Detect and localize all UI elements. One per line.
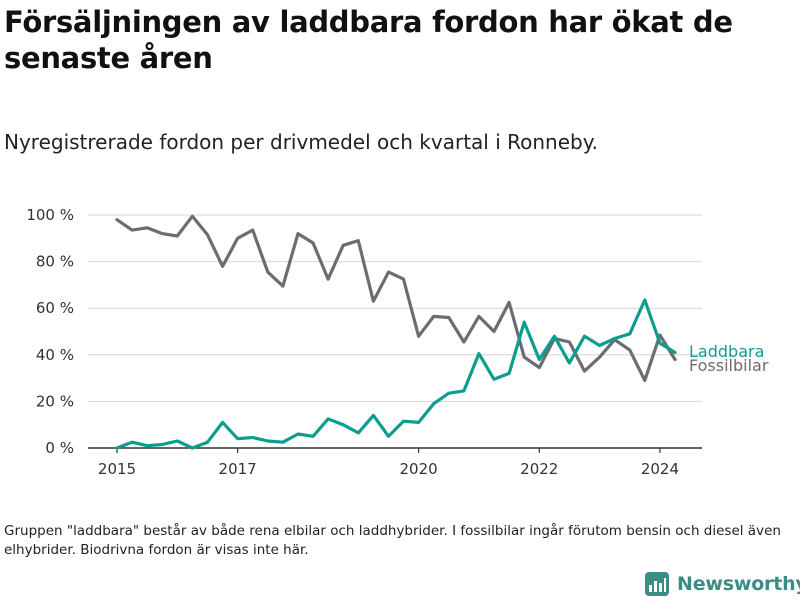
- y-tick-label: 80 %: [36, 253, 74, 271]
- x-tick-label: 2015: [98, 460, 136, 478]
- series-line-laddbara: [115, 298, 677, 450]
- series-label-laddbara: Laddbara: [689, 342, 764, 361]
- footnote: Gruppen "laddbara" består av både rena e…: [4, 523, 781, 558]
- y-tick-label: 60 %: [36, 299, 74, 317]
- gridlines: [88, 214, 702, 402]
- chart-subtitle: Nyregistrerade fordon per drivmedel och …: [4, 130, 599, 154]
- y-tick-label: 20 %: [36, 392, 74, 410]
- newsworthy-logo-icon: [645, 572, 669, 596]
- y-tick-label: 0 %: [45, 439, 74, 457]
- x-axis-ticks: 2015 2017 2020 2022 2024: [98, 448, 679, 478]
- line-chart: 0 % 20 % 40 % 60 % 80 % 100 % 2015 2017 2020 202…: [26, 206, 769, 478]
- y-axis-ticks: 0 % 20 % 40 % 60 % 80 % 100 %: [26, 206, 74, 457]
- y-tick-label: 40 %: [36, 346, 74, 364]
- x-tick-label: 2022: [520, 460, 558, 478]
- y-tick-label: 100 %: [26, 206, 74, 224]
- chart-title: Försäljningen av laddbara fordon har öka…: [4, 5, 733, 75]
- series-lines: [115, 214, 677, 450]
- brand-name: Newsworthy: [677, 573, 800, 595]
- x-tick-label: 2024: [641, 460, 679, 478]
- series-label-fossilbilar: Fossilbilar: [689, 356, 769, 375]
- x-tick-label: 2020: [400, 460, 438, 478]
- brand-logo: Newsworthy: [644, 568, 800, 600]
- x-tick-label: 2017: [219, 460, 257, 478]
- series-line-fossilbilar: [115, 214, 677, 382]
